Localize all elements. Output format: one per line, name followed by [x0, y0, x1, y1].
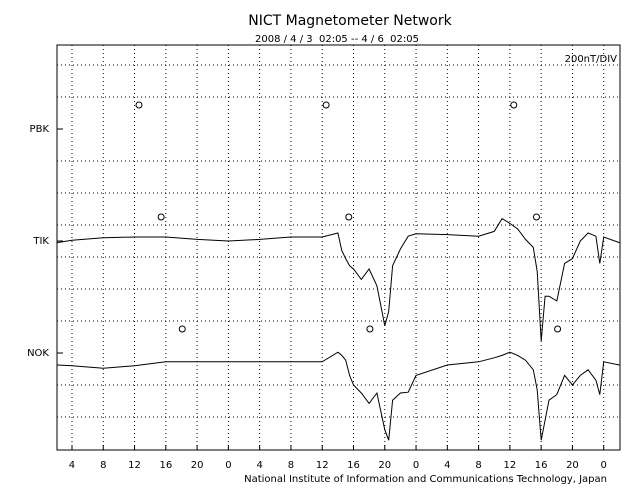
- x-tick-label: 4: [444, 460, 450, 471]
- x-tick-label: 0: [225, 460, 231, 471]
- station-label: TIK: [32, 236, 49, 247]
- noon-marker: [532, 213, 540, 221]
- x-tick-label: 8: [288, 460, 294, 471]
- station-label: PBK: [30, 124, 50, 135]
- noon-marker: [366, 325, 374, 333]
- station-label: NOK: [27, 348, 49, 359]
- plot-frame: [56, 44, 621, 451]
- trace: [57, 217, 620, 342]
- x-tick-label: 4: [256, 460, 262, 471]
- h-grid: [57, 64, 620, 418]
- trace: [57, 351, 620, 441]
- x-tick-label: 12: [316, 460, 329, 471]
- x-tick-label: 8: [475, 460, 481, 471]
- x-tick-label: 12: [128, 460, 141, 471]
- x-tick-label: 0: [601, 460, 607, 471]
- x-tick-label: 16: [347, 460, 360, 471]
- x-tick-label: 20: [566, 460, 579, 471]
- x-tick-label: 0: [413, 460, 419, 471]
- x-tick-label: 20: [191, 460, 204, 471]
- noon-marker: [322, 101, 330, 109]
- x-tick-label: 20: [378, 460, 391, 471]
- x-tick-label: 8: [100, 460, 106, 471]
- noon-marker: [178, 325, 186, 333]
- x-tick-label: 16: [535, 460, 548, 471]
- scale-label: 200nT/DIV: [565, 54, 618, 65]
- noon-marker: [135, 101, 143, 109]
- chart-title: NICT Magnetometer Network: [248, 13, 452, 29]
- chart-subtitle: 2008 / 4 / 3 02:05 -- 4 / 6 02:05: [255, 34, 419, 45]
- x-tick-label: 4: [69, 460, 75, 471]
- noon-marker: [554, 325, 562, 333]
- noon-marker: [157, 213, 165, 221]
- noon-marker: [345, 213, 353, 221]
- x-tick-label: 16: [159, 460, 172, 471]
- noon-marker: [510, 101, 518, 109]
- x-tick-label: 12: [504, 460, 517, 471]
- footer: National Institute of Information and Co…: [244, 474, 607, 485]
